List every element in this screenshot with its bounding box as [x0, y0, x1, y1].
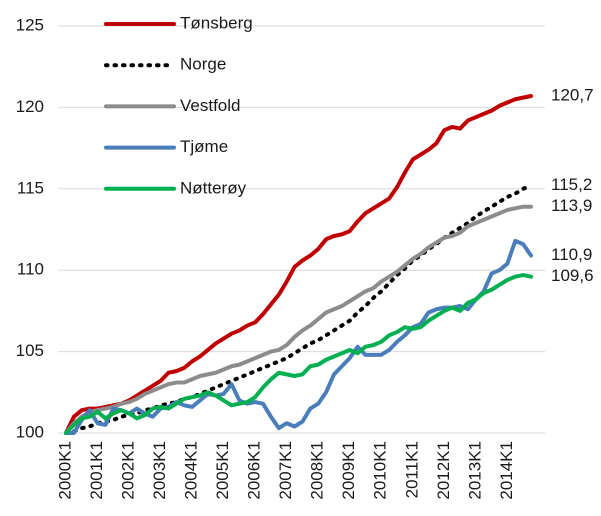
- x-tick-label: 2014K1: [497, 441, 516, 500]
- series-line: [64, 204, 533, 435]
- value-label: 109,6: [551, 266, 594, 285]
- series-line: [64, 94, 533, 435]
- x-tick-label: 2005K1: [213, 441, 232, 500]
- x-tick-label: 2012K1: [434, 441, 453, 500]
- series-line: [64, 273, 533, 435]
- x-tick-label: 2008K1: [308, 441, 327, 500]
- x-tick-label: 2006K1: [245, 441, 264, 500]
- x-tick-label: 2004K1: [182, 441, 201, 500]
- y-tick-label: 125: [16, 15, 44, 34]
- x-tick-label: 2003K1: [150, 441, 169, 500]
- y-tick-label: 110: [17, 260, 44, 279]
- value-label: 113,9: [551, 196, 592, 215]
- value-label: 115,2: [551, 175, 592, 194]
- y-tick-label: 120: [16, 97, 44, 116]
- x-tick-label: 2000K1: [55, 441, 74, 500]
- legend-label: Nøtterøy: [180, 178, 247, 197]
- legend-label: Tønsberg: [180, 13, 253, 32]
- x-tick-label: 2002K1: [119, 441, 138, 500]
- x-tick-label: 2010K1: [371, 441, 390, 500]
- value-label: 120,7: [551, 85, 594, 104]
- y-tick-label: 100: [16, 422, 44, 441]
- x-tick-label: 2013K1: [465, 441, 484, 500]
- y-tick-label: 105: [16, 341, 44, 360]
- legend-label: Norge: [180, 55, 226, 74]
- legend-label: Vestfold: [180, 96, 241, 115]
- x-tick-label: 2007K1: [276, 441, 295, 500]
- x-tick-label: 2001K1: [87, 441, 106, 500]
- x-tick-label: 2011K1: [402, 441, 421, 498]
- y-tick-label: 115: [17, 178, 44, 197]
- series-line: [64, 183, 533, 435]
- value-label: 110,9: [551, 245, 592, 264]
- legend-label: Tjøme: [180, 137, 228, 156]
- x-tick-label: 2009K1: [339, 441, 358, 500]
